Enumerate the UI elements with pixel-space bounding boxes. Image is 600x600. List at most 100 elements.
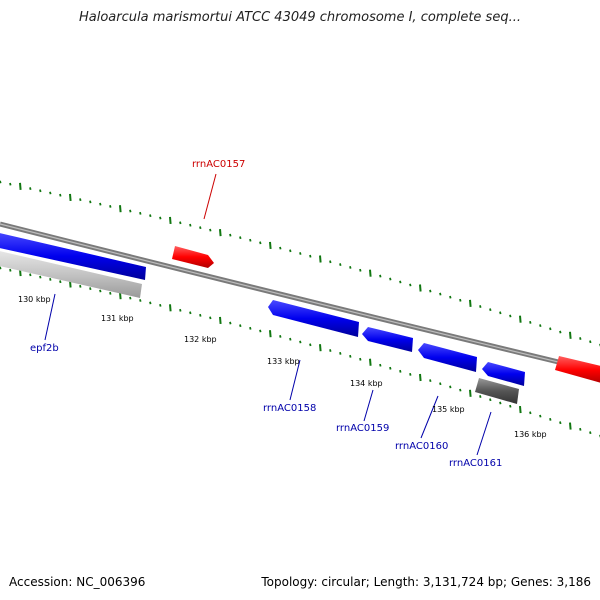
tick-mark bbox=[439, 382, 442, 386]
gene-grey-rrnAC0161 bbox=[475, 378, 519, 404]
tick-mark bbox=[149, 214, 152, 218]
tick-mark bbox=[459, 298, 462, 302]
tick-mark bbox=[159, 216, 162, 220]
tick-mark bbox=[209, 316, 212, 320]
tick-mark bbox=[239, 236, 242, 240]
tick-mark bbox=[89, 287, 92, 291]
tick-mark bbox=[549, 327, 552, 331]
tick-mark bbox=[19, 182, 22, 190]
tick-mark bbox=[39, 189, 42, 193]
tick-mark bbox=[199, 226, 202, 230]
tick-mark bbox=[249, 326, 252, 330]
gene-rrnAC0158 bbox=[268, 300, 359, 337]
gene-red-right bbox=[555, 356, 600, 383]
tick-mark bbox=[399, 369, 402, 373]
tick-mark bbox=[79, 284, 82, 288]
tick-mark bbox=[409, 372, 412, 376]
tick-mark bbox=[99, 289, 102, 293]
tick-mark bbox=[589, 340, 592, 344]
tick-mark bbox=[59, 280, 62, 284]
tick-mark bbox=[89, 200, 92, 204]
tick-mark bbox=[449, 385, 452, 389]
gene-rrnAC0159 bbox=[362, 327, 413, 352]
tick-mark bbox=[49, 191, 52, 195]
tick-mark bbox=[499, 311, 502, 315]
tick-mark bbox=[369, 269, 372, 277]
tick-mark bbox=[99, 202, 102, 206]
tick-mark bbox=[29, 187, 32, 191]
connector-rrnAC0158 bbox=[289, 359, 301, 401]
tick-label-136: 136 kbp bbox=[514, 430, 547, 439]
gene-label-rrnAC0161[interactable]: rrnAC0161 bbox=[449, 458, 502, 469]
tick-mark bbox=[139, 211, 142, 215]
tick-mark bbox=[499, 401, 502, 405]
tick-mark bbox=[189, 223, 192, 227]
tick-mark bbox=[109, 205, 112, 208]
tick-mark bbox=[0, 266, 2, 270]
gene-label-rrnAC0157[interactable]: rrnAC0157 bbox=[192, 159, 245, 170]
tick-mark bbox=[119, 205, 122, 213]
tick-mark bbox=[59, 193, 62, 197]
tick-mark bbox=[49, 277, 52, 281]
tick-mark bbox=[309, 254, 312, 258]
tick-mark bbox=[559, 330, 562, 334]
tick-mark bbox=[389, 277, 392, 281]
tick-mark bbox=[69, 193, 72, 202]
tick-mark bbox=[379, 363, 382, 367]
tick-mark bbox=[479, 305, 482, 308]
tick-mark bbox=[329, 349, 332, 352]
tick-mark bbox=[509, 404, 512, 408]
tick-mark bbox=[9, 268, 12, 272]
tick-mark bbox=[39, 275, 42, 279]
tick-mark bbox=[539, 414, 542, 418]
gene-label-rrnAC0159[interactable]: rrnAC0159 bbox=[336, 423, 389, 434]
tick-label-132: 132 kbp bbox=[184, 335, 217, 344]
tick-mark bbox=[299, 252, 302, 255]
tick-mark bbox=[109, 291, 112, 295]
tick-mark bbox=[549, 417, 552, 421]
tick-mark bbox=[169, 216, 172, 224]
tick-label-133: 133 kbp bbox=[267, 357, 300, 366]
tick-mark bbox=[559, 421, 562, 425]
tick-mark bbox=[139, 299, 142, 302]
tick-mark bbox=[219, 316, 222, 325]
tick-mark bbox=[289, 249, 292, 253]
tick-mark bbox=[179, 308, 182, 312]
tick-mark bbox=[359, 357, 362, 361]
tick-label-131: 131 kbp bbox=[101, 314, 134, 323]
tick-mark bbox=[579, 427, 582, 431]
tick-mark bbox=[419, 284, 422, 292]
tick-mark bbox=[399, 280, 402, 284]
tick-mark bbox=[339, 352, 342, 355]
tick-mark bbox=[199, 313, 202, 317]
tick-mark bbox=[389, 366, 392, 370]
tick-mark bbox=[9, 182, 12, 186]
tick-mark bbox=[169, 304, 172, 312]
tick-mark bbox=[279, 335, 282, 338]
gene-label-epf2b[interactable]: epf2b bbox=[30, 343, 59, 354]
tick-mark bbox=[369, 358, 372, 366]
tick-mark bbox=[329, 260, 332, 264]
gene-rrnAC0161 bbox=[482, 362, 525, 386]
connector-epf2b bbox=[44, 293, 56, 341]
gene-label-rrnAC0160[interactable]: rrnAC0160 bbox=[395, 441, 448, 452]
tick-label-130: 130 kbp bbox=[18, 295, 51, 304]
gene-label-rrnAC0158[interactable]: rrnAC0158 bbox=[263, 403, 316, 414]
tick-mark bbox=[519, 315, 522, 323]
tick-mark bbox=[299, 340, 302, 344]
tick-mark bbox=[319, 255, 322, 263]
gene-rrnAC0160 bbox=[418, 343, 477, 372]
genome-summary-text: Topology: circular; Length: 3,131,724 bp… bbox=[261, 575, 591, 589]
map-title: Haloarcula marismortui ATCC 43049 chromo… bbox=[79, 10, 521, 25]
gene-pseudo-light bbox=[0, 251, 142, 298]
tick-mark bbox=[349, 354, 352, 358]
tick-mark bbox=[149, 301, 152, 305]
tick-mark bbox=[269, 330, 272, 338]
tick-mark bbox=[259, 329, 262, 333]
tick-mark bbox=[459, 388, 462, 392]
tick-mark bbox=[479, 395, 482, 398]
tick-mark bbox=[249, 238, 252, 242]
tick-mark bbox=[319, 344, 322, 352]
tick-mark bbox=[289, 337, 292, 341]
tick-mark bbox=[229, 233, 232, 237]
